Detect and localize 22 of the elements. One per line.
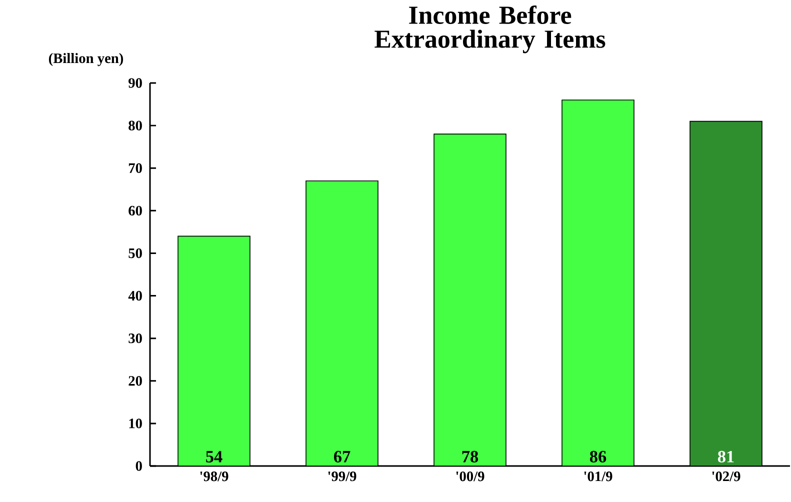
y-tick-label: 70 <box>128 163 142 173</box>
x-tick-label: '99/9 <box>328 472 356 482</box>
y-tick-label: 10 <box>129 418 142 428</box>
x-tick-label: '98/9 <box>200 472 228 482</box>
y-tick-label: 80 <box>128 120 142 130</box>
y-tick-label: 40 <box>128 290 142 301</box>
chart-title: Income Before Extraordinary Items <box>374 6 606 54</box>
y-tick-label: 20 <box>128 376 142 386</box>
y-tick-label: 90 <box>128 78 142 88</box>
x-tick-label: '02/9 <box>712 472 740 482</box>
y-tick-label: 60 <box>128 206 142 216</box>
data-label: 54 <box>206 450 222 462</box>
data-label: 67 <box>334 450 350 462</box>
data-label: 81 <box>718 450 734 462</box>
x-tick-label: '01/9 <box>584 472 612 482</box>
data-label: 78 <box>462 450 478 462</box>
y-tick-label: 30 <box>128 333 142 344</box>
x-tick-label: '00/9 <box>456 472 484 482</box>
data-label: 86 <box>590 450 606 462</box>
y-tick-label: 0 <box>136 461 142 471</box>
y-tick-label: 50 <box>128 248 142 258</box>
y-axis-title: (Billion yen) <box>48 53 124 66</box>
